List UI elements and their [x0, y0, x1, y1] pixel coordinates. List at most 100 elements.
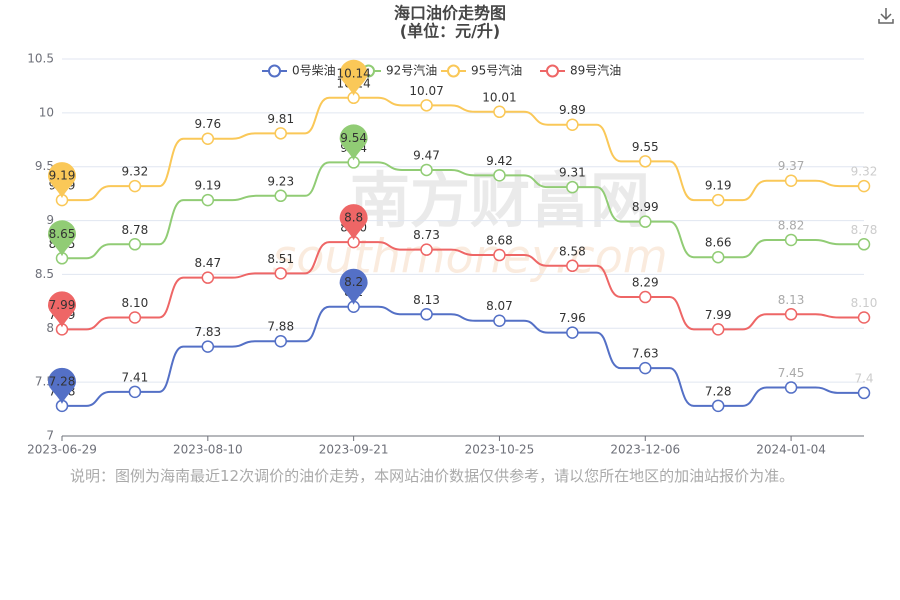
legend-icon — [447, 64, 460, 78]
data-label: 9.37 — [778, 159, 805, 173]
point — [857, 311, 871, 324]
data-label: 8.13 — [778, 293, 805, 307]
data-label: 8.51 — [267, 252, 294, 266]
data-label: 8.99 — [632, 200, 659, 214]
x-tick-label: 2023-09-21 — [319, 443, 389, 457]
download-icon[interactable] — [878, 8, 894, 24]
data-label: 8.73 — [413, 228, 440, 242]
point — [784, 381, 798, 394]
data-label: 10.07 — [409, 84, 443, 98]
point — [493, 248, 506, 262]
pin-label: 8.2 — [344, 275, 363, 289]
pin — [339, 124, 368, 161]
point — [274, 334, 287, 348]
data-label: 8.66 — [705, 236, 732, 250]
point — [201, 193, 215, 207]
point — [711, 193, 725, 207]
point — [274, 267, 287, 280]
pin-label: 9.54 — [340, 131, 367, 145]
point — [201, 271, 215, 284]
data-label: 9.31 — [559, 166, 586, 180]
point — [201, 340, 215, 353]
point — [857, 179, 871, 193]
point — [274, 189, 287, 203]
y-tick-label: 10 — [39, 105, 54, 119]
point — [493, 169, 506, 182]
point — [639, 361, 652, 375]
point — [201, 132, 215, 145]
data-label: 9.32 — [851, 165, 878, 179]
point — [128, 179, 142, 193]
chart-subtitle: (单位：元/升) — [400, 22, 500, 41]
data-label: 8.78 — [851, 223, 878, 237]
point — [128, 311, 142, 324]
data-label: 8.10 — [122, 296, 149, 310]
data-label: 8.58 — [559, 244, 586, 258]
pin-label: 10.14 — [336, 66, 370, 80]
data-label: 9.55 — [632, 140, 659, 154]
y-tick-label: 9 — [46, 213, 54, 227]
data-label: 7.88 — [267, 320, 294, 334]
point — [566, 259, 579, 273]
data-label: 7.63 — [632, 347, 659, 361]
data-label: 9.81 — [267, 112, 294, 126]
point — [274, 127, 287, 140]
legend-label: 95号汽油 — [471, 63, 522, 78]
point — [420, 308, 433, 321]
data-label: 8.68 — [486, 234, 513, 248]
data-label: 8.78 — [122, 223, 149, 237]
legend-item[interactable]: 95号汽油 — [441, 63, 522, 78]
x-tick-label: 2023-06-29 — [27, 443, 97, 457]
point — [711, 323, 725, 336]
legend-item[interactable]: 89号汽油 — [540, 63, 621, 78]
data-label: 7.41 — [122, 370, 149, 384]
point — [639, 290, 652, 304]
pin-label: 8.65 — [49, 227, 76, 241]
data-label: 7.96 — [559, 311, 586, 325]
x-tick-label: 2023-08-10 — [173, 443, 243, 457]
data-label: 8.82 — [778, 218, 805, 232]
y-tick-label: 8 — [46, 321, 54, 335]
y-tick-label: 10.5 — [27, 52, 54, 66]
point — [128, 385, 142, 399]
line — [62, 161, 864, 260]
data-label: 7.83 — [194, 325, 221, 339]
line — [62, 241, 864, 331]
data-label: 9.89 — [559, 103, 586, 117]
y-tick-label: 8.5 — [35, 267, 54, 281]
x-tick-label: 2024-01-04 — [756, 443, 826, 457]
y-tick-label: 9.5 — [35, 159, 54, 173]
line — [62, 305, 864, 407]
y-tick-label: 7 — [46, 429, 54, 443]
point — [566, 118, 579, 131]
pin — [48, 291, 76, 328]
data-label: 10.01 — [482, 90, 516, 104]
point — [420, 163, 433, 177]
data-label: 7.4 — [854, 371, 873, 385]
pin — [339, 268, 368, 305]
point — [711, 250, 725, 264]
legend-icon — [268, 64, 281, 78]
point — [639, 155, 652, 168]
data-label: 7.99 — [705, 308, 732, 322]
data-label: 8.47 — [194, 256, 221, 270]
data-label: 9.19 — [705, 179, 732, 193]
point — [566, 180, 579, 194]
pin — [48, 162, 76, 199]
data-label: 7.28 — [705, 384, 732, 398]
pin-label: 7.28 — [49, 374, 76, 388]
point — [857, 238, 871, 251]
pin — [339, 204, 368, 241]
legend-icon — [546, 64, 559, 78]
watermark: southmoney.com — [272, 230, 667, 284]
data-label: 8.13 — [413, 293, 440, 307]
point — [420, 243, 433, 256]
pin — [339, 59, 368, 96]
data-label: 9.23 — [267, 174, 294, 188]
point — [493, 105, 506, 119]
legend-label: 92号汽油 — [386, 63, 437, 78]
data-label: 9.19 — [194, 179, 221, 193]
legend-item[interactable]: 0号柴油 — [262, 64, 336, 78]
